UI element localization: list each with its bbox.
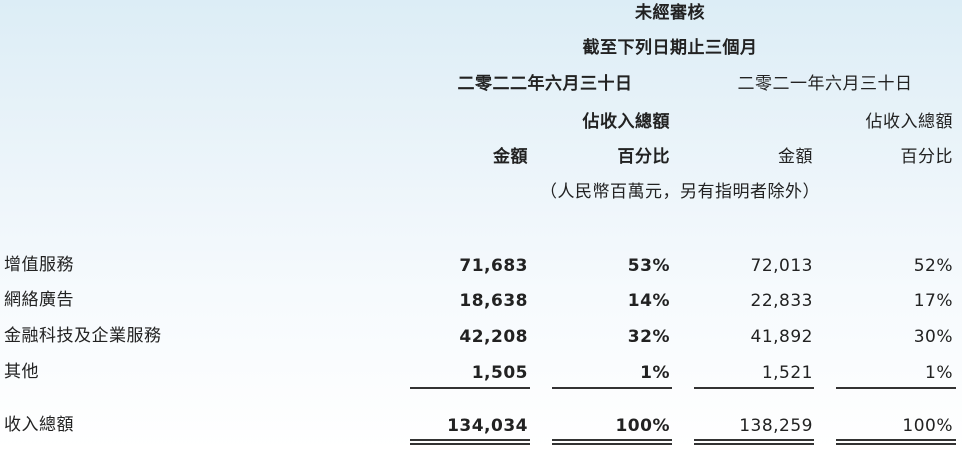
total-amount-2021: 138,259	[739, 416, 813, 436]
date-2022-heading: 二零二二年六月三十日	[457, 74, 633, 94]
percentage-header-2022: 百分比	[617, 147, 670, 167]
amount-2021: 72,013	[750, 256, 813, 276]
row-label: 金融科技及企業服務	[4, 326, 162, 346]
subtotal-rule	[694, 387, 814, 389]
total-double-rule	[552, 439, 672, 445]
amount-header-2021: 金額	[778, 147, 813, 167]
pct-of-revenue-2022: 佔收入總額	[582, 112, 670, 132]
amount-2021: 1,521	[761, 363, 813, 383]
total-percentage-2021: 100%	[902, 416, 953, 436]
total-amount-2022: 134,034	[447, 416, 528, 436]
unit-note: （人民幣百萬元，另有指明者除外）	[540, 182, 820, 202]
amount-header-2022: 金額	[493, 147, 528, 167]
row-label: 網絡廣告	[4, 290, 74, 310]
percentage-2022: 14%	[627, 291, 670, 311]
row-label: 增值服務	[4, 255, 74, 275]
unaudited-heading: 未經審核	[635, 3, 705, 23]
total-double-rule	[836, 439, 956, 445]
row-label: 其他	[4, 362, 39, 382]
total-percentage-2022: 100%	[615, 416, 670, 436]
total-label: 收入總額	[4, 415, 74, 435]
percentage-2022: 53%	[627, 256, 670, 276]
amount-2022: 71,683	[459, 256, 528, 276]
percentage-2021: 17%	[913, 291, 953, 311]
amount-2022: 1,505	[471, 363, 528, 383]
subtotal-rule	[410, 387, 530, 389]
total-double-rule	[410, 439, 530, 445]
subtotal-rule	[836, 387, 956, 389]
percentage-2021: 30%	[913, 327, 953, 347]
percentage-2021: 52%	[913, 256, 953, 276]
date-2021-heading: 二零二一年六月三十日	[737, 74, 913, 94]
total-double-rule	[694, 439, 814, 445]
period-heading: 截至下列日期止三個月	[582, 38, 758, 58]
amount-2022: 42,208	[459, 327, 528, 347]
percentage-2022: 32%	[627, 327, 670, 347]
percentage-header-2021: 百分比	[900, 147, 953, 167]
subtotal-rule	[552, 387, 672, 389]
amount-2022: 18,638	[459, 291, 528, 311]
pct-of-revenue-2021: 佔收入總額	[865, 112, 953, 132]
percentage-2022: 1%	[640, 363, 670, 383]
percentage-2021: 1%	[925, 363, 953, 383]
amount-2021: 22,833	[750, 291, 813, 311]
amount-2021: 41,892	[750, 327, 813, 347]
